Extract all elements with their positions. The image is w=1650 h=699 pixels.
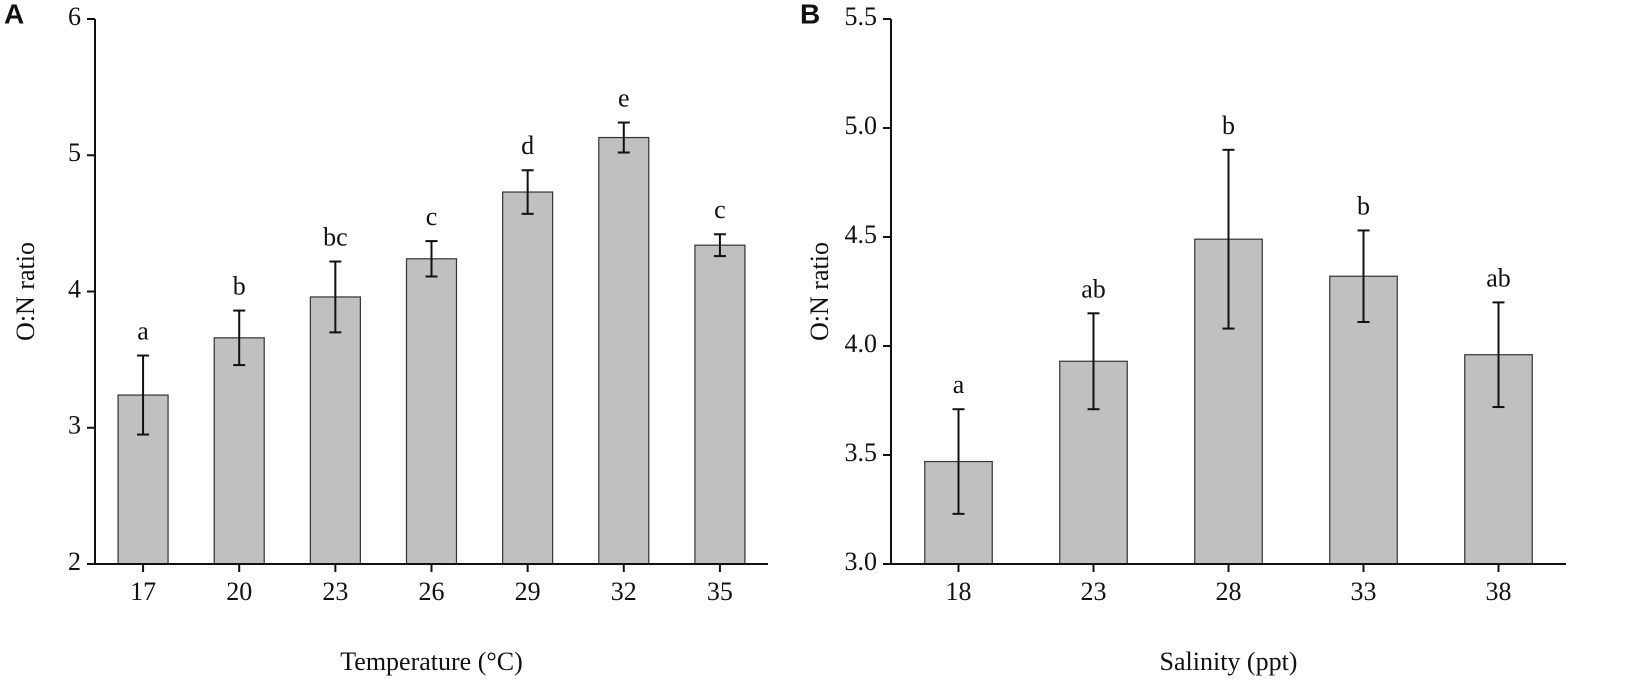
- y-tick-label: 3: [68, 411, 81, 440]
- significance-letter: b: [1357, 191, 1370, 220]
- significance-letter: d: [521, 131, 534, 160]
- x-tick-label: 26: [419, 577, 445, 606]
- y-axis-label: O:N ratio: [805, 242, 834, 341]
- x-axis-label: Temperature (°C): [340, 647, 523, 676]
- panel-label: A: [4, 0, 24, 29]
- significance-letter: c: [426, 202, 438, 231]
- significance-letter: c: [714, 195, 726, 224]
- y-tick-label: 6: [68, 2, 81, 31]
- x-tick-label: 33: [1351, 577, 1377, 606]
- significance-letter: ab: [1081, 274, 1106, 303]
- x-tick-label: 17: [130, 577, 156, 606]
- x-tick-label: 38: [1486, 577, 1512, 606]
- y-tick-label: 5: [68, 138, 81, 167]
- bar: [598, 136, 650, 565]
- significance-letter: b: [1222, 111, 1235, 140]
- significance-letter: ab: [1486, 263, 1511, 292]
- x-tick-label: 29: [515, 577, 541, 606]
- x-tick-label: 23: [1081, 577, 1107, 606]
- panel-label: B: [800, 0, 820, 29]
- bar: [502, 191, 554, 565]
- x-tick-label: 28: [1216, 577, 1242, 606]
- bar: [405, 258, 458, 565]
- bar: [694, 244, 746, 565]
- x-axis-label: Salinity (ppt): [1160, 647, 1298, 676]
- y-tick-label: 5.5: [845, 2, 878, 31]
- y-tick-label: 3.5: [845, 438, 878, 467]
- y-tick-label: 5.0: [845, 111, 878, 140]
- y-tick-label: 4.0: [845, 329, 878, 358]
- significance-letter: a: [137, 317, 149, 346]
- significance-letter: e: [618, 84, 630, 113]
- significance-letter: b: [233, 272, 246, 301]
- y-axis-label: O:N ratio: [11, 242, 40, 341]
- bar: [213, 337, 265, 565]
- y-tick-label: 2: [68, 547, 81, 576]
- bar: [309, 296, 361, 565]
- significance-letter: bc: [323, 222, 348, 251]
- x-tick-label: 32: [611, 577, 637, 606]
- y-tick-label: 4.5: [845, 220, 878, 249]
- significance-letter: a: [953, 370, 965, 399]
- x-tick-label: 23: [322, 577, 348, 606]
- y-tick-label: 3.0: [845, 547, 878, 576]
- x-tick-label: 35: [707, 577, 733, 606]
- x-tick-label: 20: [226, 577, 252, 606]
- x-tick-label: 18: [946, 577, 972, 606]
- y-tick-label: 4: [68, 274, 81, 303]
